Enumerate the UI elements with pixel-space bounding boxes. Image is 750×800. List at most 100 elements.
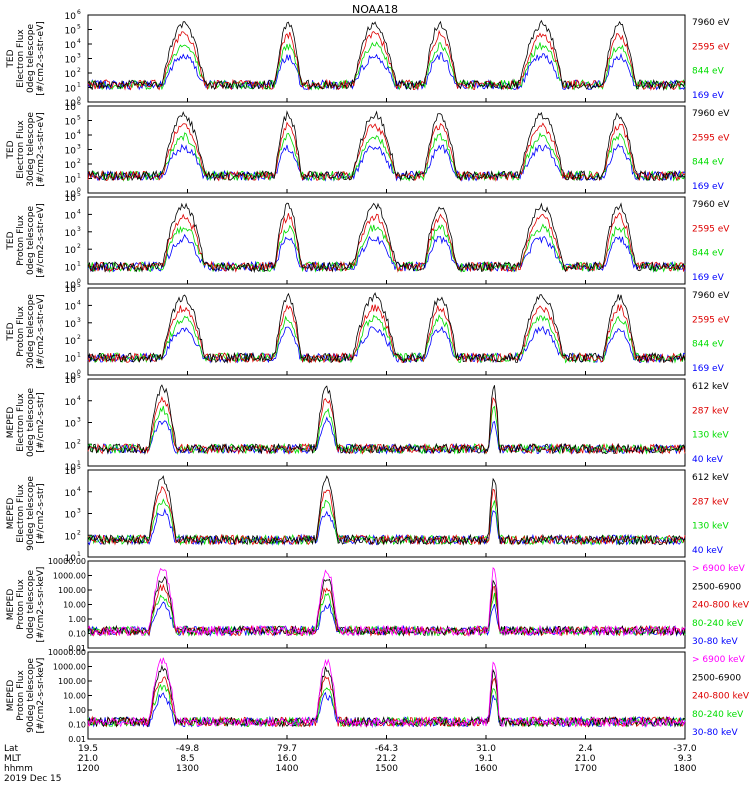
legend-entry: 169 eV (692, 364, 725, 374)
x-tick-mlt: 9.3 (678, 754, 692, 764)
y-tick-label: 10 (65, 376, 77, 386)
legend-entry: 7960 eV (692, 18, 730, 28)
y-axis-label: MEPED (6, 680, 16, 712)
y-tick-label: 10 (65, 132, 77, 142)
legend-entry: 844 eV (692, 249, 725, 259)
y-tick-exponent: 1 (77, 352, 81, 359)
y-tick-label: 0.01 (68, 735, 86, 744)
y-tick-label: 10 (65, 246, 77, 256)
x-tick-lat: -64.3 (375, 744, 398, 754)
y-tick-label: 10 (65, 176, 77, 186)
x-tick-lat: -49.8 (176, 744, 200, 754)
y-tick-exponent: 3 (77, 317, 81, 324)
y-tick-exponent: 1 (77, 82, 81, 89)
y-tick-exponent: 5 (77, 464, 81, 471)
series-line (87, 29, 686, 91)
legend-entry: 2500-6900 (692, 582, 741, 592)
y-axis-label: Proton Flux (16, 579, 26, 630)
y-tick-exponent: 1 (77, 261, 81, 268)
y-tick-label: 10 (65, 118, 77, 128)
legend-entry: 169 eV (692, 182, 725, 192)
y-tick-exponent: 3 (77, 53, 81, 60)
y-tick-label: 10 (65, 302, 77, 312)
legend-entry: 130 keV (692, 522, 729, 532)
legend-entry: 80-240 keV (692, 710, 744, 720)
y-tick-label: 10 (65, 70, 77, 80)
legend-entry: 40 keV (692, 546, 724, 556)
legend-entry: 7960 eV (692, 109, 730, 119)
legend-entry: 80-240 keV (692, 619, 744, 629)
y-tick-exponent: 2 (77, 438, 81, 445)
x-tick-hhmm: 1400 (276, 764, 299, 774)
series-line (87, 143, 686, 182)
y-tick-exponent: 2 (77, 67, 81, 74)
x-tick-hhmm: 1600 (475, 764, 498, 774)
legend-entry: 2595 eV (692, 224, 730, 234)
series-line (87, 314, 686, 364)
y-axis-label: Electron Flux (16, 29, 26, 88)
y-tick-label: 10 (65, 99, 77, 109)
y-tick-label: 10 (65, 281, 77, 291)
series-line (87, 657, 686, 728)
y-axis-label: [#/cm2-s-str] (36, 392, 46, 452)
x-tick-hhmm: 1700 (574, 764, 597, 774)
y-axis-label: 90deg telescope (26, 476, 36, 551)
y-tick-label: 10 (65, 190, 77, 200)
y-axis-label: MEPED (6, 589, 16, 621)
y-tick-exponent: 5 (77, 24, 81, 31)
series-line (87, 52, 686, 91)
y-axis-label: Electron Flux (16, 393, 26, 452)
legend-entry: 287 keV (692, 497, 729, 507)
y-axis-label: [#/cm2-s-str-eV] (36, 203, 46, 278)
legend-entry: 612 keV (692, 473, 729, 483)
legend-entry: 7960 eV (692, 200, 730, 210)
x-tick-hhmm: 1500 (375, 764, 398, 774)
y-tick-label: 10 (65, 103, 77, 113)
x-tick-mlt: 21.0 (78, 754, 98, 764)
series-line (87, 691, 686, 728)
y-tick-exponent: 3 (77, 417, 81, 424)
y-tick-label: 10 (65, 532, 77, 542)
y-tick-label: 10 (65, 420, 77, 430)
series-line (87, 384, 686, 455)
y-tick-exponent: 2 (77, 529, 81, 536)
y-axis-label: 0deg telescope (26, 206, 36, 276)
series-line (87, 19, 686, 91)
y-tick-label: 10 (65, 147, 77, 157)
y-tick-exponent: 4 (77, 38, 81, 45)
y-tick-exponent: 4 (77, 208, 81, 215)
series-line (87, 664, 686, 729)
legend-entry: 2595 eV (692, 133, 730, 143)
series-line (87, 212, 686, 273)
y-tick-label: 10 (65, 398, 77, 408)
y-tick-label: 10 (65, 285, 77, 295)
y-tick-exponent: 0 (77, 96, 81, 103)
y-tick-label: 10 (65, 554, 77, 564)
y-tick-label: 1000.00 (53, 663, 86, 672)
series-line (87, 575, 686, 637)
x-tick-lat: 31.0 (476, 744, 496, 754)
x-axis-row-label: 2019 Dec 15 (4, 774, 62, 784)
y-tick-exponent: 5 (77, 191, 81, 198)
y-axis-label: [#/cm2-s-str-eV] (36, 294, 46, 369)
x-tick-lat: -37.0 (673, 744, 697, 754)
y-axis-label: TED (6, 49, 16, 68)
y-tick-label: 10 (65, 337, 77, 347)
y-tick-exponent: 2 (77, 158, 81, 165)
y-tick-label: 10000.00 (48, 557, 86, 566)
y-tick-label: 10 (65, 467, 77, 477)
y-axis-label: MEPED (6, 498, 16, 530)
y-tick-exponent: 0 (77, 369, 81, 376)
x-tick-hhmm: 1800 (674, 764, 697, 774)
y-tick-exponent: 0 (77, 187, 81, 194)
y-tick-label: 10 (65, 441, 77, 451)
x-axis-row-label: Lat (4, 744, 19, 754)
y-tick-label: 10 (65, 489, 77, 499)
series-line (87, 233, 686, 273)
legend-entry: 7960 eV (692, 291, 730, 301)
y-tick-label: 10 (65, 463, 77, 473)
series-line (87, 202, 686, 274)
y-tick-label: 10 (65, 41, 77, 51)
y-tick-label: 10.00 (63, 692, 86, 701)
chart-title: NOAA18 (352, 3, 398, 16)
